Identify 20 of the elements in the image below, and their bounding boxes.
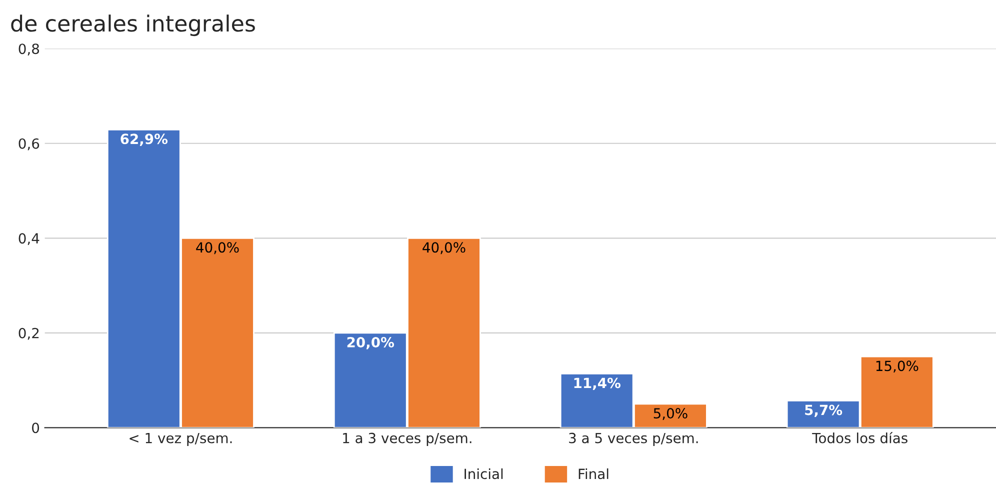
x-tick-label: 1 a 3 veces p/sem. [343,432,472,446]
data-label: 40,0% [196,242,239,254]
legend-label: Inicial [464,468,503,480]
legend-label: Final [578,468,608,480]
data-label: 11,4% [574,378,620,390]
x-tick-label: < 1 vez p/sem. [130,432,232,446]
y-tick-label: 0 [32,422,40,434]
data-label: 20,0% [347,336,394,350]
data-label: 62,9% [120,134,168,146]
x-tick-label: 3 a 5 veces p/sem. [569,432,698,446]
data-label: 15,0% [876,360,918,373]
data-label: 5,7% [805,404,842,417]
y-tick-label: 0,2 [18,328,39,340]
data-label: 5,0% [654,408,688,420]
y-tick-label: 0,4 [18,233,40,246]
y-tick-label: 0,8 [18,44,40,56]
y-tick-label: 0,6 [18,138,40,150]
x-tick-label: Todos los días [812,432,908,444]
data-label: 40,0% [422,242,466,254]
chart-title: de cereales integrales [11,14,255,36]
